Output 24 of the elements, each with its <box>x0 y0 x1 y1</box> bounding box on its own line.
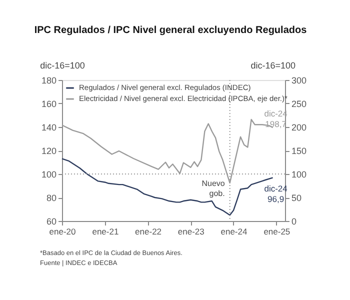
y-tick-label: 100 <box>41 170 56 180</box>
chart-title: IPC Regulados / IPC Nivel general excluyendo Regulados <box>34 25 308 36</box>
y2-tick-label: 150 <box>292 146 307 156</box>
y-tick-label: 180 <box>41 76 56 86</box>
x-tick-label: ene-20 <box>49 226 76 236</box>
y2-tick-label: 250 <box>292 99 307 109</box>
y2-tick-label: 300 <box>292 76 307 86</box>
x-tick-label: ene-23 <box>178 226 205 236</box>
y2-axis-title: dic-16=100 <box>250 60 296 70</box>
y-tick-label: 140 <box>41 122 56 132</box>
y2-tick-label: 0 <box>292 216 297 226</box>
x-tick-label: ene-21 <box>92 226 119 236</box>
y-tick-label: 160 <box>41 99 56 109</box>
x-tick-label: ene-24 <box>220 226 248 236</box>
y-tick-label: 60 <box>46 216 56 226</box>
y2-tick-label: 50 <box>292 193 302 203</box>
x-tick-label: ene-22 <box>135 226 162 236</box>
y-tick-label: 80 <box>46 193 56 203</box>
ref-line-label: Nuevo gob. <box>202 179 226 198</box>
y2-tick-label: 100 <box>292 170 307 180</box>
x-tick-label: ene-25 <box>264 226 290 236</box>
y-tick-label: 120 <box>41 146 56 156</box>
y2-tick-label: 200 <box>292 122 307 132</box>
y-axis-title: dic-16=100 <box>40 60 85 70</box>
